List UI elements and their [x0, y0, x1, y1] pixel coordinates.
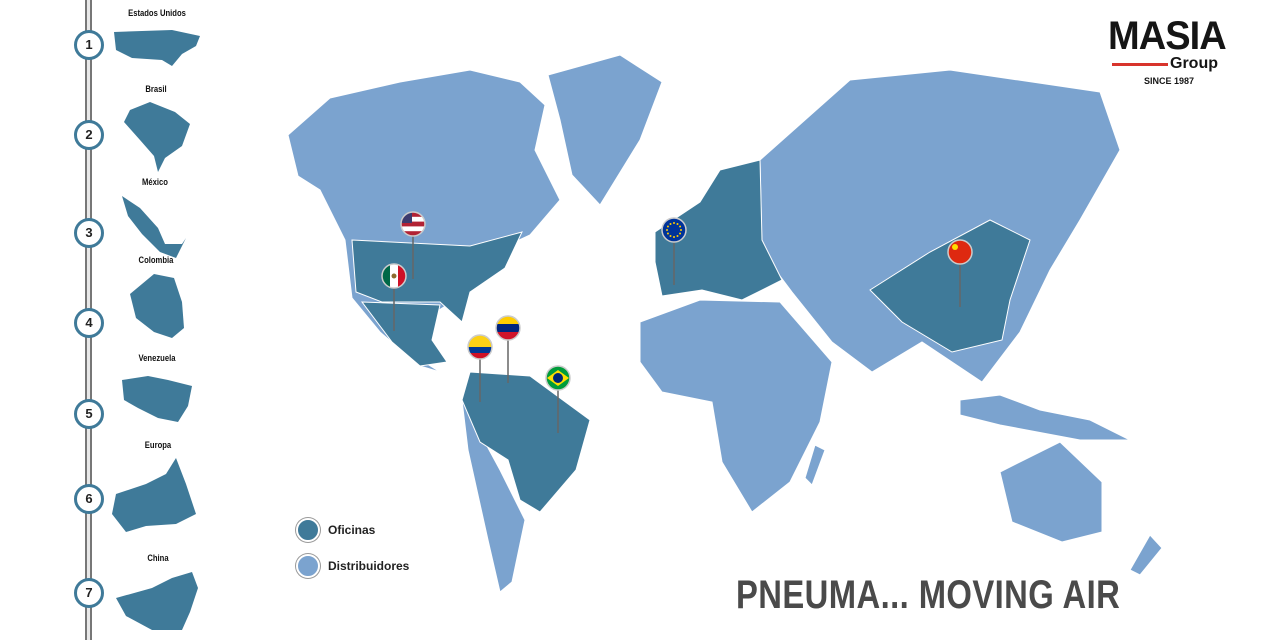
country-silhouette: [124, 102, 190, 172]
indonesia: [959, 394, 1131, 441]
china-flag-pin: [947, 239, 973, 307]
legend-distribuidores: Distribuidores: [296, 554, 409, 578]
legend-swatch-oficinas: [296, 518, 320, 542]
country-silhouette: [112, 458, 196, 532]
africa: [639, 299, 833, 513]
country-label: Europa: [144, 440, 172, 450]
country-label: China: [147, 553, 169, 563]
country-silhouette: [130, 274, 184, 338]
legend-swatch-distribuidores: [296, 554, 320, 578]
country-label: Estados Unidos: [128, 8, 186, 18]
europe: [654, 159, 783, 301]
mexico: [360, 301, 448, 367]
country-silhouette: [114, 30, 200, 66]
step-3: 3: [74, 218, 104, 248]
legend-oficinas: Oficinas: [296, 518, 375, 542]
greenland: [547, 54, 663, 206]
country-silhouette: [122, 376, 192, 422]
legend-label: Oficinas: [328, 523, 376, 537]
logo-since: SINCE 1987: [1144, 76, 1195, 86]
country-label: Venezuela: [138, 353, 176, 363]
slogan: PNEUMA... MOVING AIR: [736, 573, 1121, 617]
logo-name: MASIA: [1108, 14, 1227, 58]
madagascar: [804, 444, 826, 486]
logo-sub: Group: [1170, 55, 1218, 72]
south-america-other: [461, 399, 526, 593]
step-4: 4: [74, 308, 104, 338]
country-label: México: [142, 177, 168, 187]
country-silhouette: [116, 572, 198, 630]
venezuela-flag-pin: [495, 315, 521, 383]
australia: [999, 441, 1103, 543]
country-label: Colombia: [138, 255, 174, 265]
eu-flag-pin: [661, 217, 687, 285]
country-label: Brasil: [145, 84, 167, 94]
logo-red-line: [1112, 63, 1168, 66]
china: [869, 219, 1031, 353]
brazil-flag-pin: [545, 365, 571, 433]
mexico-flag-pin: [381, 263, 407, 331]
step-2: 2: [74, 120, 104, 150]
step-5: 5: [74, 399, 104, 429]
step-6: 6: [74, 484, 104, 514]
usa-flag-pin: [400, 211, 426, 279]
step-7: 7: [74, 578, 104, 608]
step-1: 1: [74, 30, 104, 60]
country-silhouette: [122, 196, 186, 258]
masia-group-logo: MASIA Group SINCE 1987: [1108, 14, 1248, 90]
colombia-flag-pin: [467, 334, 493, 402]
legend-label: Distribuidores: [328, 559, 410, 573]
asia: [759, 69, 1121, 383]
new-zealand: [1129, 534, 1163, 576]
